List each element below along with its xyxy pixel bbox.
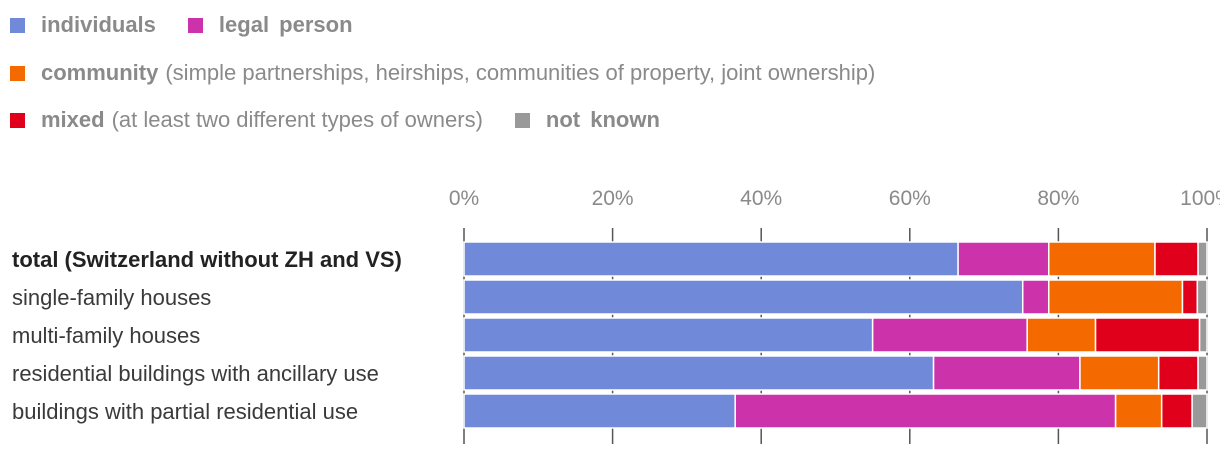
bar-segment-mixed <box>1160 393 1193 429</box>
bar-segment-legal <box>932 355 1081 391</box>
legend-swatch-mixed <box>10 112 25 128</box>
legend-label-mixed: mixed <box>41 107 105 132</box>
legend-swatch-community <box>10 65 25 81</box>
legend-swatch-legal <box>187 17 203 33</box>
bar-segment-unknown <box>1198 317 1208 353</box>
x-tick-label: 20% <box>592 187 634 210</box>
x-tick-label: 40% <box>740 187 782 210</box>
x-tick-label: 80% <box>1037 187 1079 210</box>
bar-segment-legal <box>1021 279 1050 315</box>
x-tick-label: 60% <box>889 187 931 210</box>
legend-item-community: community (simple partnerships, heirships… <box>10 60 875 86</box>
bar-segment-community <box>1047 241 1156 277</box>
legend-description-community: (simple partnerships, heirships, communi… <box>165 60 876 85</box>
legend-item-legal: legal person <box>187 12 353 38</box>
bar-segment-mixed <box>1094 317 1201 353</box>
legend-row: mixed (at least two different types of ow… <box>10 105 692 135</box>
bar-segment-community <box>1114 393 1163 429</box>
chart-legend: individuals legal person community (simple … <box>10 0 1210 150</box>
bar-segment-legal <box>871 317 1028 353</box>
bar-segment-individuals <box>463 241 959 277</box>
legend-description-mixed: (at least two different types of owners) <box>111 107 483 132</box>
bar-segment-mixed <box>1154 241 1199 277</box>
legend-item-unknown: not known <box>514 107 660 133</box>
bar-segment-unknown <box>1191 393 1208 429</box>
category-label: total (Switzerland without ZH and VS) <box>12 247 402 272</box>
category-label: single-family houses <box>12 285 211 310</box>
legend-label-community: community <box>41 60 159 85</box>
legend-row: individuals legal person <box>10 10 385 40</box>
x-tick-label: 0% <box>449 187 479 210</box>
category-label: multi-family houses <box>12 323 200 348</box>
bar-segment-legal <box>957 241 1050 277</box>
bar-segment-individuals <box>463 355 935 391</box>
legend-item-individuals: individuals <box>10 12 156 38</box>
bar-segment-individuals <box>463 393 736 429</box>
bar-segment-community <box>1026 317 1097 353</box>
bar-segment-unknown <box>1197 355 1208 391</box>
bar-segment-individuals <box>463 317 874 353</box>
legend-label-unknown: not known <box>545 107 660 132</box>
bar-segment-mixed <box>1157 355 1199 391</box>
bar-segment-community <box>1047 279 1184 315</box>
category-label: residential buildings with ancillary use <box>12 361 379 386</box>
bar-segment-legal <box>734 393 1117 429</box>
bar-segment-unknown <box>1197 241 1208 277</box>
legend-label-individuals: individuals <box>41 12 156 37</box>
x-tick-label: 100% <box>1180 187 1220 210</box>
bar-segment-unknown <box>1196 279 1208 315</box>
bar-segment-mixed <box>1181 279 1199 315</box>
bar-segment-community <box>1079 355 1160 391</box>
category-label: buildings with partial residential use <box>12 399 358 424</box>
bar-segment-individuals <box>463 279 1024 315</box>
legend-label-legal: legal person <box>218 12 353 37</box>
legend-row: community (simple partnerships, heirships… <box>10 58 907 88</box>
legend-swatch-individuals <box>10 17 25 33</box>
legend-item-mixed: mixed (at least two different types of ow… <box>10 107 483 133</box>
legend-swatch-unknown <box>514 112 530 128</box>
